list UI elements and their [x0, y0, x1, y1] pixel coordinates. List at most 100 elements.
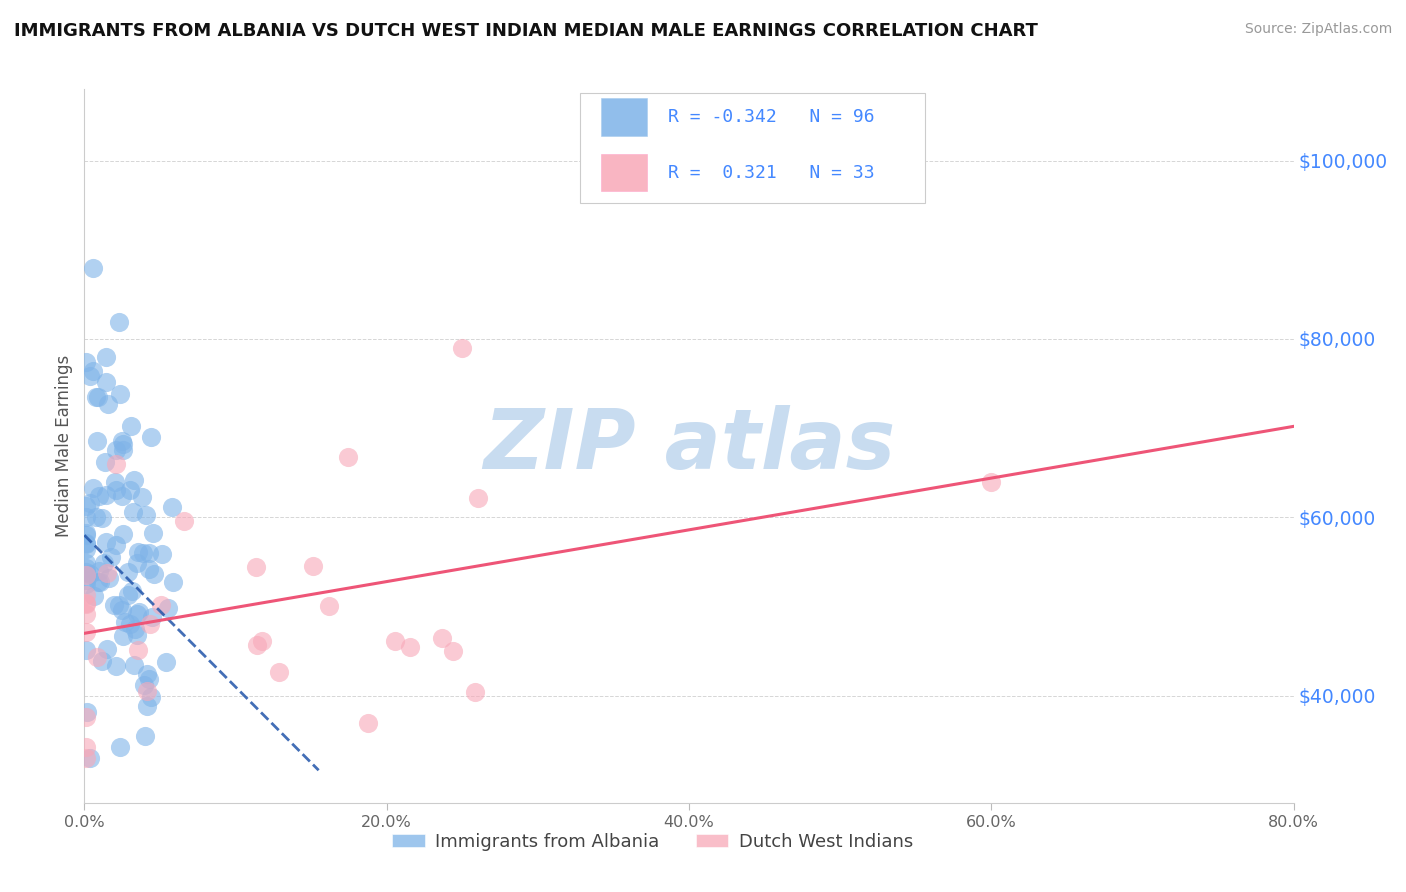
- Point: [75, 528, 97, 542]
- Point: [96, 535, 118, 549]
- Point: [104, 483, 127, 497]
- Point: [75, 598, 97, 612]
- Point: [162, 575, 184, 590]
- Point: [75, 596, 97, 610]
- Point: [75, 624, 97, 639]
- Point: [75, 565, 97, 579]
- Point: [75, 740, 97, 755]
- Point: [87, 490, 110, 504]
- Point: [120, 418, 142, 433]
- Point: [93, 557, 115, 571]
- Point: [79, 368, 101, 383]
- Text: IMMIGRANTS FROM ALBANIA VS DUTCH WEST INDIAN MEDIAN MALE EARNINGS CORRELATION CH: IMMIGRANTS FROM ALBANIA VS DUTCH WEST IN…: [14, 22, 1038, 40]
- Point: [121, 584, 143, 599]
- Point: [441, 643, 464, 657]
- Legend: Immigrants from Albania, Dutch West Indians: Immigrants from Albania, Dutch West Indi…: [385, 826, 921, 858]
- Point: [75, 643, 97, 657]
- Point: [135, 683, 157, 698]
- Point: [127, 544, 149, 558]
- Point: [97, 571, 120, 585]
- Point: [122, 504, 145, 518]
- Point: [86, 434, 108, 449]
- Point: [111, 434, 134, 448]
- Point: [103, 598, 125, 612]
- Point: [430, 631, 453, 645]
- Point: [125, 628, 148, 642]
- Point: [105, 457, 128, 471]
- Point: [107, 315, 129, 329]
- Point: [96, 642, 118, 657]
- Point: [127, 556, 149, 570]
- Point: [87, 564, 110, 578]
- Point: [86, 390, 108, 404]
- Point: [96, 487, 118, 501]
- Point: [97, 397, 120, 411]
- Point: [384, 633, 406, 648]
- Point: [75, 537, 97, 551]
- Point: [245, 559, 267, 574]
- Point: [111, 489, 134, 503]
- Point: [464, 684, 486, 698]
- Text: ZIP atlas: ZIP atlas: [482, 406, 896, 486]
- Point: [136, 667, 159, 681]
- Point: [980, 475, 1002, 489]
- Point: [75, 510, 97, 524]
- Text: Source: ZipAtlas.com: Source: ZipAtlas.com: [1244, 22, 1392, 37]
- Point: [75, 556, 97, 570]
- Point: [105, 659, 128, 673]
- Point: [82, 260, 104, 275]
- Point: [104, 475, 127, 489]
- Point: [139, 617, 162, 632]
- Point: [318, 599, 340, 613]
- Point: [75, 577, 97, 591]
- Point: [111, 629, 134, 643]
- Point: [75, 354, 97, 368]
- Point: [357, 716, 380, 731]
- Point: [75, 525, 97, 540]
- Point: [96, 566, 118, 581]
- Point: [135, 508, 157, 522]
- Point: [131, 491, 153, 505]
- Point: [112, 527, 135, 541]
- Point: [127, 643, 149, 657]
- Point: [246, 638, 269, 652]
- Point: [150, 547, 173, 561]
- Point: [75, 574, 97, 588]
- Text: R =  0.321   N = 33: R = 0.321 N = 33: [668, 164, 875, 182]
- Point: [157, 600, 180, 615]
- Point: [301, 558, 323, 573]
- Point: [104, 442, 127, 457]
- Point: [94, 350, 117, 364]
- Point: [104, 538, 127, 552]
- Point: [108, 739, 131, 754]
- FancyBboxPatch shape: [581, 93, 925, 203]
- Point: [100, 550, 122, 565]
- Point: [83, 589, 105, 603]
- Point: [82, 364, 104, 378]
- Point: [75, 710, 97, 724]
- Point: [75, 567, 97, 582]
- Point: [122, 658, 145, 673]
- Point: [87, 390, 110, 404]
- Point: [75, 607, 97, 621]
- Point: [108, 599, 131, 613]
- Point: [138, 546, 160, 560]
- Point: [120, 617, 142, 632]
- Point: [160, 500, 183, 514]
- Point: [142, 566, 165, 581]
- Point: [117, 588, 139, 602]
- Point: [75, 751, 97, 765]
- Point: [141, 430, 163, 444]
- Point: [114, 615, 136, 629]
- Point: [82, 482, 104, 496]
- Point: [134, 729, 156, 743]
- Point: [89, 575, 111, 590]
- Point: [79, 566, 101, 581]
- Point: [135, 699, 157, 714]
- Point: [75, 499, 97, 513]
- Point: [90, 510, 112, 524]
- Point: [90, 654, 112, 668]
- Point: [173, 515, 195, 529]
- Point: [451, 341, 474, 355]
- Point: [155, 655, 177, 669]
